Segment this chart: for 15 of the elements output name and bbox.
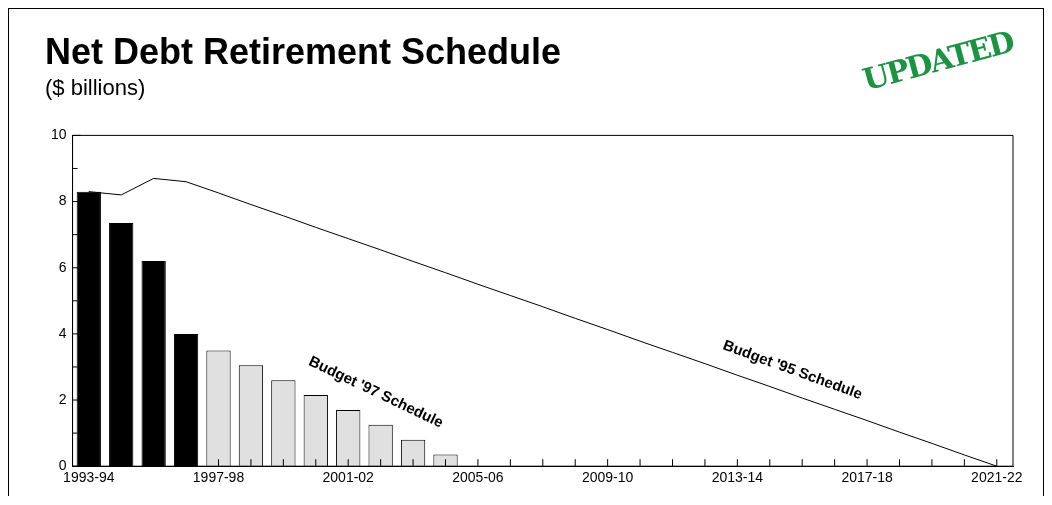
x-tick-label: 1993-94: [63, 469, 115, 486]
y-tick-label: 10: [50, 126, 67, 143]
x-tick-label: 2013-14: [711, 469, 764, 486]
x-tick-label: 2009-10: [581, 469, 634, 486]
x-tick-label: 1997-98: [192, 469, 245, 486]
y-tick-label: 8: [58, 192, 67, 209]
y-tick-label: 2: [58, 390, 67, 407]
chart-subtitle: ($ billions): [45, 75, 146, 101]
y-tick-label: 4: [58, 324, 67, 341]
x-tick-label: 2021-22: [971, 469, 1023, 486]
y-tick-label: 6: [58, 258, 67, 275]
x-tick-label: 2017-18: [841, 469, 893, 486]
x-tick-label: 2001-02: [322, 469, 375, 486]
x-tick-label: 2005-06: [452, 469, 504, 486]
chart-title: Net Debt Retirement Schedule: [45, 31, 562, 73]
